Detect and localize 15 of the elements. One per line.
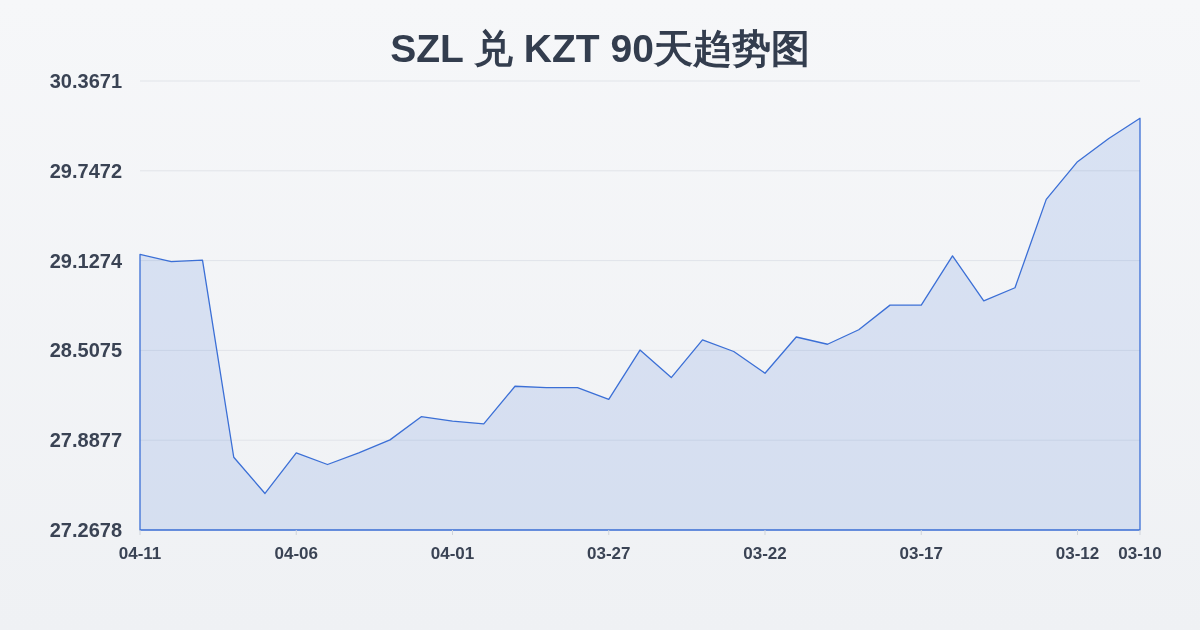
y-tick-label: 29.7472 [49, 159, 122, 182]
y-tick-label: 27.2678 [49, 519, 122, 541]
x-tick-label: 03-12 [1055, 544, 1100, 563]
x-tick-label: 03-10 [1118, 544, 1162, 563]
x-tick-label: 04-11 [118, 544, 162, 563]
y-tick-label: 29.1274 [49, 249, 123, 272]
y-tick-label: 28.5075 [49, 339, 122, 362]
x-tick-label: 03-22 [743, 544, 787, 563]
x-tick-label: 04-01 [430, 544, 475, 563]
x-tick-label: 03-27 [587, 544, 631, 563]
chart-title: SZL 兑 KZT 90天趋势图 [390, 27, 810, 70]
x-tick-label: 03-17 [899, 544, 943, 563]
y-tick-label: 30.3671 [49, 70, 122, 92]
x-tick-label: 04-06 [274, 544, 318, 563]
y-tick-label: 27.8877 [49, 429, 122, 452]
